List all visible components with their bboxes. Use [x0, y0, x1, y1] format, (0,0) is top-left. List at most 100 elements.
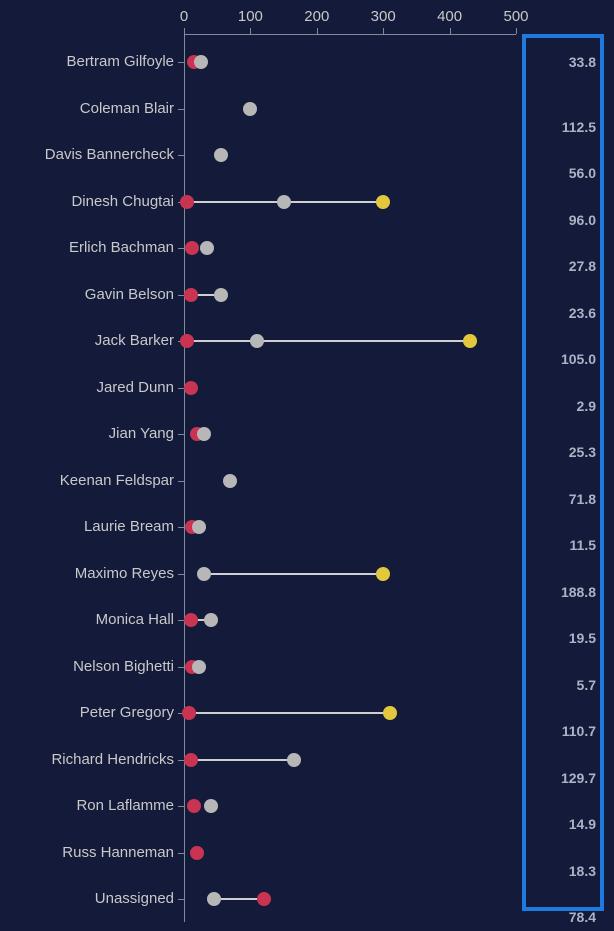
y-tick — [178, 62, 184, 63]
row-label: Davis Bannercheck — [45, 146, 174, 163]
data-dot — [184, 288, 198, 302]
row-value: 27.8 — [569, 258, 596, 274]
x-tick-label: 300 — [371, 8, 396, 25]
data-dot — [190, 846, 204, 860]
row-label: Russ Hanneman — [62, 844, 174, 861]
data-dot — [180, 195, 194, 209]
row-value: 129.7 — [561, 770, 596, 786]
data-dot — [182, 706, 196, 720]
data-dot — [184, 753, 198, 767]
y-tick — [178, 155, 184, 156]
data-dot — [184, 613, 198, 627]
row-value: 56.0 — [569, 165, 596, 181]
row-label: Richard Hendricks — [51, 751, 174, 768]
data-dot — [383, 706, 397, 720]
row-connector — [187, 340, 469, 342]
y-tick — [178, 853, 184, 854]
data-dot — [187, 799, 201, 813]
row-label: Peter Gregory — [80, 704, 174, 721]
y-tick — [178, 109, 184, 110]
row-label: Unassigned — [95, 890, 174, 907]
data-dot — [204, 799, 218, 813]
row-label: Erlich Bachman — [69, 239, 174, 256]
row-label: Jared Dunn — [96, 379, 174, 396]
data-dot — [204, 613, 218, 627]
row-value: 25.3 — [569, 444, 596, 460]
data-dot — [200, 241, 214, 255]
x-tick-label: 500 — [503, 8, 528, 25]
row-value: 112.5 — [562, 119, 596, 135]
y-axis — [184, 34, 185, 922]
row-label: Monica Hall — [96, 611, 174, 628]
data-dot — [214, 288, 228, 302]
row-value: 105.0 — [561, 351, 596, 367]
row-value: 78.4 — [569, 909, 596, 925]
data-dot — [376, 567, 390, 581]
y-tick — [178, 248, 184, 249]
data-dot — [197, 427, 211, 441]
data-dot — [185, 241, 199, 255]
row-label: Maximo Reyes — [75, 565, 174, 582]
row-value: 33.8 — [569, 54, 596, 70]
row-value: 19.5 — [569, 630, 596, 646]
y-tick — [178, 574, 184, 575]
row-label: Nelson Bighetti — [73, 658, 174, 675]
x-tick-label: 400 — [437, 8, 462, 25]
x-axis — [184, 34, 516, 35]
x-tick — [317, 28, 318, 34]
data-dot — [192, 660, 206, 674]
row-value: 110.7 — [562, 723, 596, 739]
row-value: 188.8 — [561, 584, 596, 600]
data-dot — [192, 520, 206, 534]
row-label: Laurie Bream — [84, 518, 174, 535]
x-tick — [516, 28, 517, 34]
data-dot — [197, 567, 211, 581]
data-dot — [277, 195, 291, 209]
row-label: Ron Laflamme — [76, 797, 174, 814]
x-tick — [184, 28, 185, 34]
x-tick — [450, 28, 451, 34]
row-value: 5.7 — [577, 677, 596, 693]
data-dot — [180, 334, 194, 348]
row-value: 18.3 — [569, 863, 596, 879]
dot-strip-chart: 0 100 200 300 400 500 Bertram Gilfoyle 33.8 Cole… — [0, 0, 614, 931]
x-tick-label: 200 — [304, 8, 329, 25]
y-tick — [178, 481, 184, 482]
row-value: 2.9 — [577, 398, 596, 414]
row-label: Gavin Belson — [85, 286, 174, 303]
x-tick — [383, 28, 384, 34]
data-dot — [223, 474, 237, 488]
row-value: 23.6 — [569, 305, 596, 321]
data-dot — [250, 334, 264, 348]
row-value: 71.8 — [569, 491, 596, 507]
row-value: 14.9 — [569, 816, 596, 832]
data-dot — [207, 892, 221, 906]
y-tick — [178, 667, 184, 668]
data-dot — [243, 102, 257, 116]
row-value: 11.5 — [570, 537, 596, 553]
row-connector — [204, 573, 383, 575]
row-label: Bertram Gilfoyle — [66, 53, 174, 70]
y-tick — [178, 899, 184, 900]
y-tick — [178, 434, 184, 435]
data-dot — [184, 381, 198, 395]
data-dot — [287, 753, 301, 767]
row-label: Jian Yang — [109, 425, 174, 442]
x-tick-label: 0 — [180, 8, 188, 25]
data-dot — [194, 55, 208, 69]
data-dot — [463, 334, 477, 348]
row-label: Coleman Blair — [80, 100, 174, 117]
row-value: 96.0 — [569, 212, 596, 228]
y-tick — [178, 806, 184, 807]
row-label: Jack Barker — [95, 332, 174, 349]
row-label: Keenan Feldspar — [60, 472, 174, 489]
row-connector — [191, 759, 294, 761]
x-tick — [250, 28, 251, 34]
data-dot — [214, 148, 228, 162]
row-connector — [189, 712, 390, 714]
data-dot — [257, 892, 271, 906]
y-tick — [178, 527, 184, 528]
row-label: Dinesh Chugtai — [71, 193, 174, 210]
x-tick-label: 100 — [238, 8, 263, 25]
data-dot — [376, 195, 390, 209]
